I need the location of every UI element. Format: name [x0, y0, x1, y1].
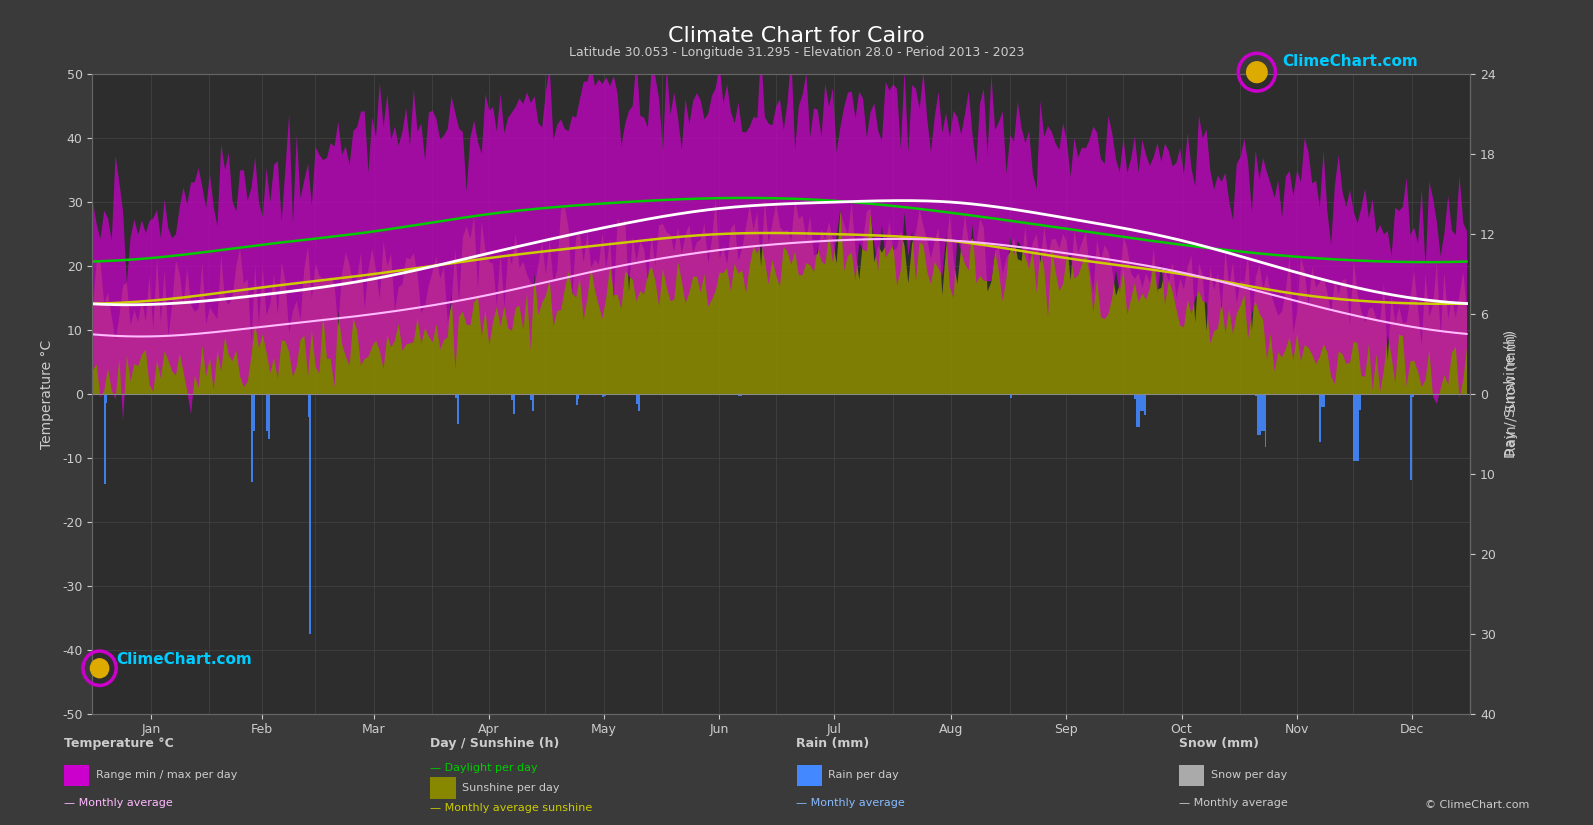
Text: Snow (mm): Snow (mm): [1179, 737, 1258, 750]
Text: Temperature °C: Temperature °C: [64, 737, 174, 750]
Text: — Monthly average: — Monthly average: [1179, 798, 1287, 808]
Text: Rain (mm): Rain (mm): [796, 737, 870, 750]
Text: Range min / max per day: Range min / max per day: [96, 771, 237, 780]
Text: Climate Chart for Cairo: Climate Chart for Cairo: [667, 26, 926, 46]
Y-axis label: Day / Sunshine (h): Day / Sunshine (h): [1504, 330, 1518, 458]
Text: — Monthly average: — Monthly average: [64, 798, 172, 808]
Text: — Monthly average: — Monthly average: [796, 798, 905, 808]
Text: — Daylight per day: — Daylight per day: [430, 763, 538, 773]
Text: Sunshine per day: Sunshine per day: [462, 783, 559, 793]
Text: Day / Sunshine (h): Day / Sunshine (h): [430, 737, 559, 750]
Text: — Monthly average sunshine: — Monthly average sunshine: [430, 803, 593, 813]
Text: Snow per day: Snow per day: [1211, 771, 1287, 780]
Circle shape: [91, 659, 108, 677]
Y-axis label: Rain / Snow (mm): Rain / Snow (mm): [1504, 332, 1518, 455]
Text: ClimeChart.com: ClimeChart.com: [116, 653, 252, 667]
Text: ClimeChart.com: ClimeChart.com: [1282, 54, 1418, 69]
Y-axis label: Temperature °C: Temperature °C: [40, 339, 54, 449]
Circle shape: [1247, 62, 1266, 82]
Text: © ClimeChart.com: © ClimeChart.com: [1424, 800, 1529, 810]
Text: Latitude 30.053 - Longitude 31.295 - Elevation 28.0 - Period 2013 - 2023: Latitude 30.053 - Longitude 31.295 - Ele…: [569, 46, 1024, 59]
Text: Rain per day: Rain per day: [828, 771, 898, 780]
